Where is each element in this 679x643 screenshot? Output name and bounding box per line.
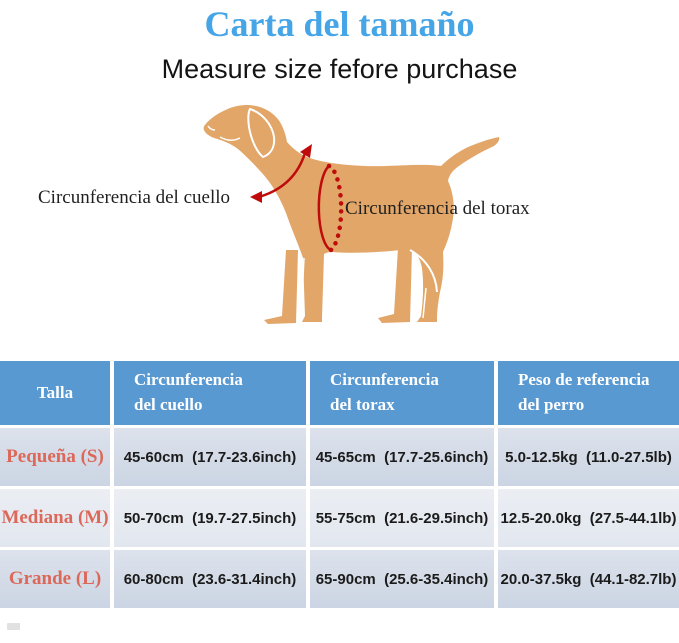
table-row-1-weight: 12.5-20.0kg (27.5-44.1lb)	[498, 489, 679, 547]
dog-ear-outline	[247, 107, 276, 159]
table-row-2-neck: 60-80cm (23.6-31.4inch)	[114, 550, 306, 608]
size-table: Talla Circunferencia del cuello Circunfe…	[0, 361, 679, 608]
dog-rear-leg-line	[422, 287, 427, 319]
table-row-1-chest: 55-75cm (21.6-29.5inch)	[310, 489, 494, 547]
header-cell-weight: Peso de referencia del perro	[498, 361, 679, 425]
chest-measure-solid-arc	[317, 164, 333, 252]
dog-far-rear-leg	[378, 248, 412, 323]
header-cell-chest: Circunferencia del torax	[310, 361, 494, 425]
table-row-0-chest: 45-65cm (17.7-25.6inch)	[310, 428, 494, 486]
corner-artifact	[7, 623, 20, 630]
dog-nose-line	[207, 125, 216, 131]
neck-measure-arrowhead-left	[250, 191, 262, 203]
table-row-0-size: Pequeña (S)	[0, 428, 110, 486]
dog-jaw-line	[219, 136, 241, 141]
dog-far-front-leg	[264, 250, 298, 324]
table-row-1-neck: 50-70cm (19.7-27.5inch)	[114, 489, 306, 547]
chest-measure-dotted-arc	[326, 163, 344, 253]
dog-body	[203, 104, 500, 323]
neck-measure-label: Circunferencia del cuello	[38, 187, 231, 208]
dog-haunch-line	[409, 249, 438, 293]
dog-front-leg-line	[300, 257, 305, 317]
table-row-1-size: Mediana (M)	[0, 489, 110, 547]
neck-measure-arrowhead-top	[300, 144, 312, 158]
page-subtitle: Measure size fefore purchase	[161, 54, 518, 84]
header-cell-size: Talla	[0, 361, 110, 425]
table-row-2-weight: 20.0-37.5kg (44.1-82.7lb)	[498, 550, 679, 608]
table-row-2-size: Grande (L)	[0, 550, 110, 608]
page-title: Carta del tamaño	[204, 4, 475, 44]
table-row-0-neck: 45-60cm (17.7-23.6inch)	[114, 428, 306, 486]
table-row-2-chest: 65-90cm (25.6-35.4inch)	[310, 550, 494, 608]
neck-measure-arc	[260, 151, 307, 198]
header-cell-neck: Circunferencia del cuello	[114, 361, 306, 425]
table-row-0-weight: 5.0-12.5kg (11.0-27.5lb)	[498, 428, 679, 486]
chest-measure-label: Circunferencia del torax	[345, 198, 530, 219]
